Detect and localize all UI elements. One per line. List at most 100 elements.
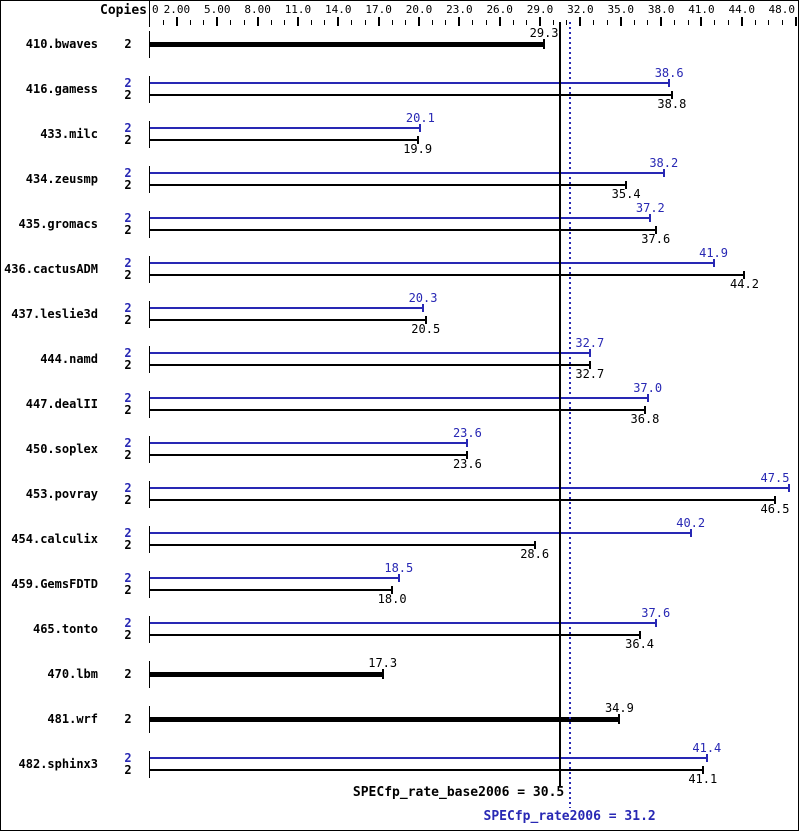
value-label-base: 29.3 [529, 26, 559, 40]
axis-minor-tick [647, 20, 649, 25]
bar-base [150, 229, 656, 231]
axis-tick-label: 17.0 [365, 3, 392, 16]
axis-minor-tick [310, 20, 312, 25]
axis-tick-label: 0 [152, 3, 159, 16]
row-axis-segment [149, 211, 150, 238]
axis-tick-label: 20.0 [405, 3, 433, 16]
axis-minor-tick [391, 20, 393, 25]
benchmark-label: 433.milc [40, 127, 98, 141]
axis-major-tick [337, 17, 340, 26]
row-axis-segment [149, 661, 150, 688]
axis-tick-label: 44.0 [728, 3, 756, 16]
value-label-peak: 18.5 [384, 561, 414, 575]
axis-minor-tick [687, 20, 689, 25]
peak-summary-label: SPECfp_rate2006 = 31.2 [483, 809, 656, 824]
bar-base [150, 672, 383, 677]
copies-value-base: 2 [124, 223, 132, 237]
axis-minor-tick [674, 20, 676, 25]
row-axis-segment [149, 166, 150, 193]
axis-major-tick [498, 17, 501, 26]
value-label-peak: 23.6 [452, 426, 482, 440]
axis-major-tick [539, 17, 542, 26]
value-label-peak: 41.9 [699, 246, 728, 260]
value-label-peak: 20.3 [408, 291, 438, 305]
bar-base-end-tick [618, 714, 621, 724]
row-axis-segment [149, 481, 150, 508]
bar-base-end-tick [743, 271, 746, 279]
bar-base-end-tick [533, 541, 536, 549]
copies-value-base: 2 [124, 538, 132, 552]
axis-minor-tick [324, 20, 326, 25]
benchmark-label: 447.dealII [25, 397, 98, 411]
axis-minor-tick [351, 20, 353, 25]
copies-value-peak: 2 [124, 751, 132, 765]
bar-base [150, 364, 590, 366]
row-axis-segment [149, 76, 150, 103]
axis-major-tick [296, 17, 299, 26]
axis-major-tick [458, 17, 461, 26]
axis-tick-label: 11.0 [284, 3, 312, 16]
axis-tick-label: 8.00 [244, 3, 271, 16]
copies-value-base: 2 [124, 403, 132, 417]
value-label-base: 34.9 [604, 701, 634, 715]
bar-peak-end-tick [419, 124, 422, 132]
benchmark-label: 482.sphinx3 [18, 757, 98, 771]
bar-peak [150, 172, 664, 174]
value-label-peak: 37.0 [633, 381, 663, 395]
row-axis-segment [149, 436, 150, 463]
axis-minor-tick [526, 20, 528, 25]
bar-peak [150, 532, 691, 534]
axis-minor-tick [768, 20, 770, 25]
value-label-base: 32.7 [575, 367, 605, 381]
bar-peak-end-tick [689, 529, 692, 537]
benchmark-label: 436.cactusADM [4, 262, 98, 276]
axis-major-tick [175, 17, 178, 26]
copies-value-peak: 2 [124, 391, 132, 405]
copies-value-base: 2 [124, 313, 132, 327]
bar-base [150, 42, 545, 47]
bar-base [150, 184, 627, 186]
benchmark-label: 416.gamess [25, 82, 98, 96]
axis-major-tick [794, 17, 797, 26]
row-axis-segment [149, 391, 150, 418]
axis-tick-label: 41.0 [688, 3, 715, 16]
bar-peak-end-tick [705, 754, 708, 762]
value-label-base: 23.6 [452, 457, 482, 471]
bar-peak [150, 757, 707, 759]
bar-base-end-tick [625, 181, 628, 189]
bar-base [150, 589, 393, 591]
benchmark-label: 470.lbm [47, 667, 98, 681]
bar-base-end-tick [416, 136, 419, 144]
axis-minor-tick [445, 20, 447, 25]
bar-base [150, 94, 672, 96]
bar-peak [150, 622, 656, 624]
axis-tick-label: 5.00 [204, 3, 231, 16]
axis-minor-tick [162, 20, 164, 25]
value-label-base: 20.5 [411, 322, 441, 336]
copies-value-base: 2 [124, 712, 132, 726]
base-mean-line [559, 22, 562, 786]
value-label-base: 41.1 [688, 772, 718, 786]
bar-base [150, 319, 426, 321]
copies-value-peak: 2 [124, 616, 132, 630]
axis-minor-tick [270, 20, 272, 25]
benchmark-label: 450.soplex [25, 442, 98, 456]
bar-peak-end-tick [646, 394, 649, 402]
benchmark-label: 434.zeusmp [25, 172, 98, 186]
copies-value-peak: 2 [124, 256, 132, 270]
axis-tick-label: 23.0 [446, 3, 473, 16]
bar-base [150, 769, 703, 771]
copies-value-peak: 2 [124, 526, 132, 540]
value-label-peak: 38.2 [649, 156, 679, 170]
axis-minor-tick [566, 20, 568, 25]
axis-minor-tick [364, 20, 366, 25]
bar-peak-end-tick [654, 619, 657, 627]
axis-minor-tick [284, 20, 285, 25]
copies-value-peak: 2 [124, 301, 132, 315]
axis-minor-tick [727, 20, 729, 25]
benchmark-label: 481.wrf [47, 712, 98, 726]
bar-peak [150, 442, 468, 444]
value-label-base: 28.6 [520, 547, 550, 561]
value-label-base: 17.3 [368, 656, 398, 670]
